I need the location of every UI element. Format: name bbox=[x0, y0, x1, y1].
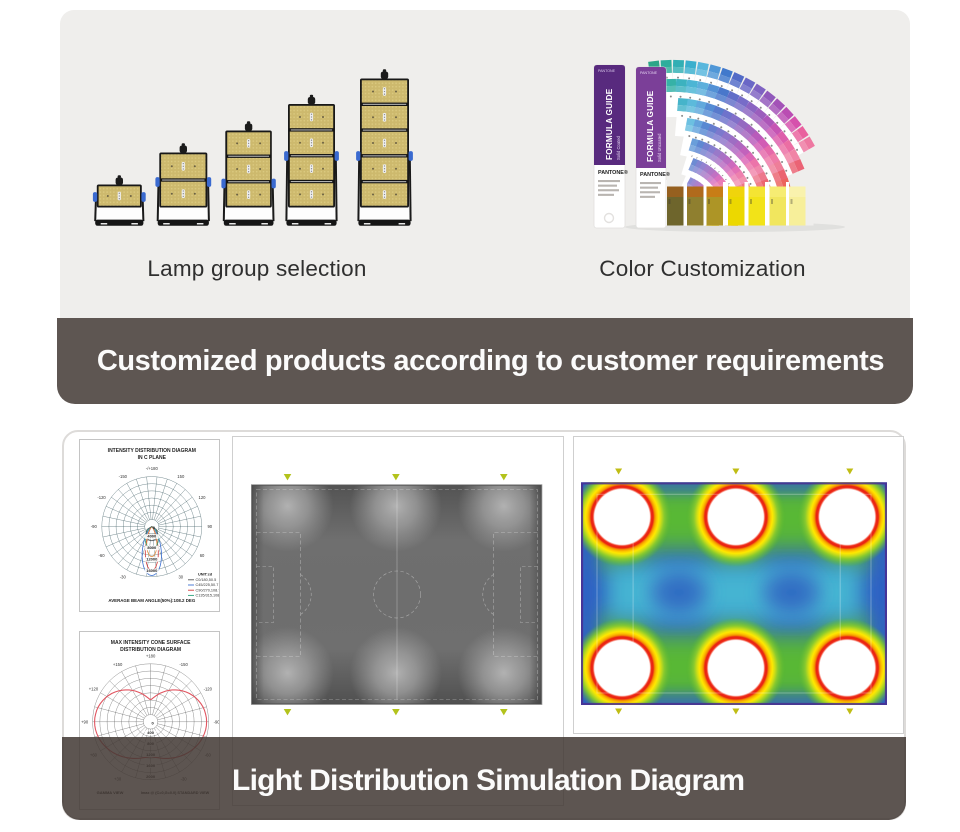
svg-text:C135/315,108.2: C135/315,108.2 bbox=[196, 594, 220, 598]
svg-text:-150: -150 bbox=[119, 474, 128, 479]
svg-text:12000: 12000 bbox=[146, 557, 158, 562]
svg-text:4000: 4000 bbox=[147, 534, 157, 539]
svg-text:Solid Coated: Solid Coated bbox=[616, 135, 621, 160]
svg-text:PANTONE®: PANTONE® bbox=[640, 171, 670, 178]
svg-text:60: 60 bbox=[200, 553, 205, 558]
svg-text:-120: -120 bbox=[204, 686, 213, 691]
svg-text:IN C PLANE: IN C PLANE bbox=[138, 455, 167, 461]
svg-text:-120: -120 bbox=[97, 495, 106, 500]
svg-text:-90: -90 bbox=[214, 719, 219, 724]
svg-text:-/+180: -/+180 bbox=[146, 466, 159, 471]
svg-text:30: 30 bbox=[178, 574, 183, 579]
svg-text:C90/270,108.7: C90/270,108.7 bbox=[196, 588, 220, 592]
svg-text:+180: +180 bbox=[146, 653, 156, 658]
svg-text:-30: -30 bbox=[120, 574, 127, 579]
svg-text:FORMULA GUIDE: FORMULA GUIDE bbox=[605, 88, 614, 160]
svg-text:-150: -150 bbox=[179, 662, 188, 667]
svg-text:0: 0 bbox=[153, 525, 156, 530]
svg-text:MAX INTENSITY CONE SURFACE: MAX INTENSITY CONE SURFACE bbox=[111, 640, 191, 646]
svg-text:0: 0 bbox=[151, 720, 154, 725]
svg-text:+150: +150 bbox=[113, 662, 123, 667]
svg-text:PANTONE: PANTONE bbox=[598, 69, 616, 73]
svg-text:+90: +90 bbox=[81, 719, 89, 724]
svg-text:INTENSITY DISTRIBUTION DIAGRAM: INTENSITY DISTRIBUTION DIAGRAM bbox=[108, 448, 196, 454]
svg-text:-60: -60 bbox=[99, 553, 106, 558]
svg-text:400: 400 bbox=[147, 730, 154, 735]
svg-text:+120: +120 bbox=[89, 686, 99, 691]
svg-text:PANTONE®: PANTONE® bbox=[598, 169, 628, 176]
svg-text:PANTONE: PANTONE bbox=[640, 71, 658, 75]
svg-text:AVERAGE BEAM ANGLE(50%):108.2: AVERAGE BEAM ANGLE(50%):108.2 DEG bbox=[108, 598, 195, 603]
svg-text:DISTRIBUTION DIAGRAM: DISTRIBUTION DIAGRAM bbox=[120, 647, 181, 653]
svg-text:16000: 16000 bbox=[146, 568, 158, 573]
svg-text:Solid Uncoated: Solid Uncoated bbox=[657, 133, 662, 162]
svg-text:-90: -90 bbox=[91, 524, 98, 529]
svg-text:120: 120 bbox=[199, 495, 207, 500]
svg-text:FORMULA GUIDE: FORMULA GUIDE bbox=[646, 90, 655, 162]
svg-text:90: 90 bbox=[207, 524, 212, 529]
svg-text:8000: 8000 bbox=[147, 545, 157, 550]
svg-text:150: 150 bbox=[177, 474, 185, 479]
svg-text:C0/180,50.5: C0/180,50.5 bbox=[196, 578, 217, 582]
svg-text:UNIT:cd: UNIT:cd bbox=[198, 573, 213, 577]
svg-text:C45/225,50.7: C45/225,50.7 bbox=[196, 583, 219, 587]
